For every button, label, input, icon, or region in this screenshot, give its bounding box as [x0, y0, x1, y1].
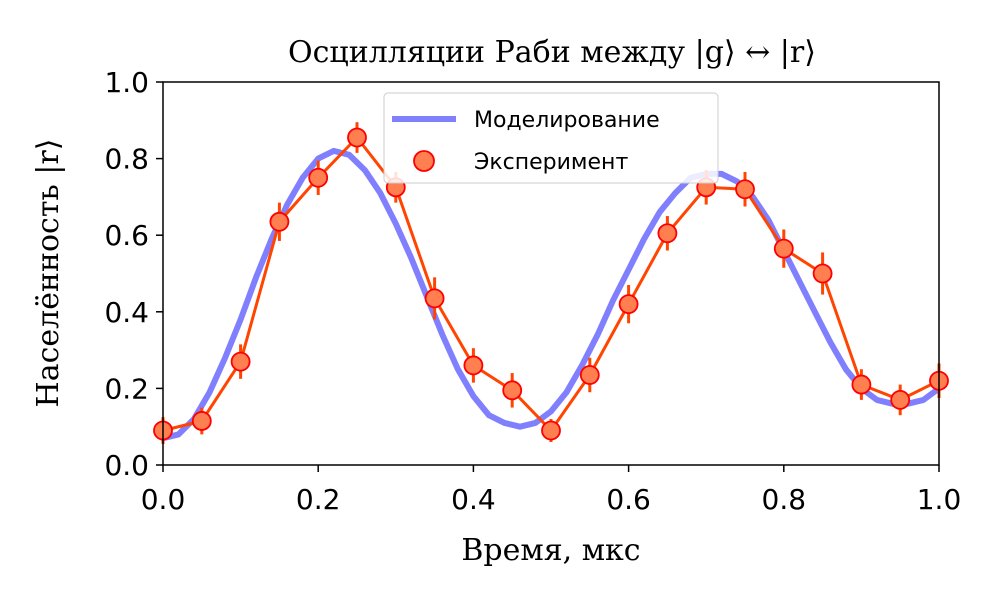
- legend-experiment-label: Эксперимент: [474, 150, 628, 175]
- experiment-data-point: [191, 411, 212, 431]
- experiment-data-point: [502, 380, 523, 401]
- x-tick-label: 1.0: [917, 483, 962, 516]
- legend-box: [383, 92, 719, 184]
- experiment-data-point: [269, 211, 290, 232]
- experiment-data-point: [230, 351, 251, 372]
- experiment-data-point: [579, 365, 600, 385]
- legend: Моделирование Эксперимент: [383, 92, 719, 184]
- experiment-data-point: [463, 355, 484, 376]
- y-axis-label: Населённость |r⟩: [31, 139, 66, 408]
- y-tick-label: 0.4: [104, 296, 149, 329]
- experiment-data-point: [347, 127, 367, 148]
- experiment-data-point: [812, 263, 833, 284]
- chart-title: Осцилляции Раби между |g⟩ ↔ |r⟩: [288, 35, 816, 70]
- x-tick-label: 0.6: [606, 483, 651, 516]
- y-tick-label: 0.8: [104, 143, 149, 176]
- axis-ticks: 0.0 0.2 0.4 0.6 0.8 1.0 0.0 0.2 0.4 0.6 0.8 1.0: [104, 66, 961, 516]
- y-tick-label: 1.0: [104, 66, 149, 99]
- experiment-data-point: [424, 288, 445, 309]
- experiment-data-point: [890, 389, 911, 410]
- y-tick-label: 0.6: [104, 219, 149, 252]
- x-tick-label: 0.0: [141, 483, 186, 516]
- x-tick-label: 0.4: [451, 483, 496, 516]
- y-tick-label: 0.0: [104, 449, 149, 482]
- y-tick-label: 0.2: [104, 372, 149, 405]
- experiment-data-point: [541, 420, 561, 441]
- experiment-data-point: [851, 374, 872, 395]
- x-tick-label: 0.8: [762, 483, 807, 516]
- experiment-data-point: [308, 167, 329, 188]
- experiment-data-point: [773, 238, 794, 259]
- legend-simulation-label: Моделирование: [474, 108, 660, 133]
- experiment-data-point: [618, 294, 639, 315]
- experiment-data-point: [735, 179, 755, 200]
- axes-frame: [162, 81, 940, 466]
- legend-experiment-swatch: [413, 150, 435, 172]
- x-axis-label: Время, мкс: [461, 533, 640, 568]
- experiment-data-point: [657, 223, 678, 244]
- simulation-series-line: [160, 147, 942, 442]
- x-tick-label: 0.2: [296, 483, 341, 516]
